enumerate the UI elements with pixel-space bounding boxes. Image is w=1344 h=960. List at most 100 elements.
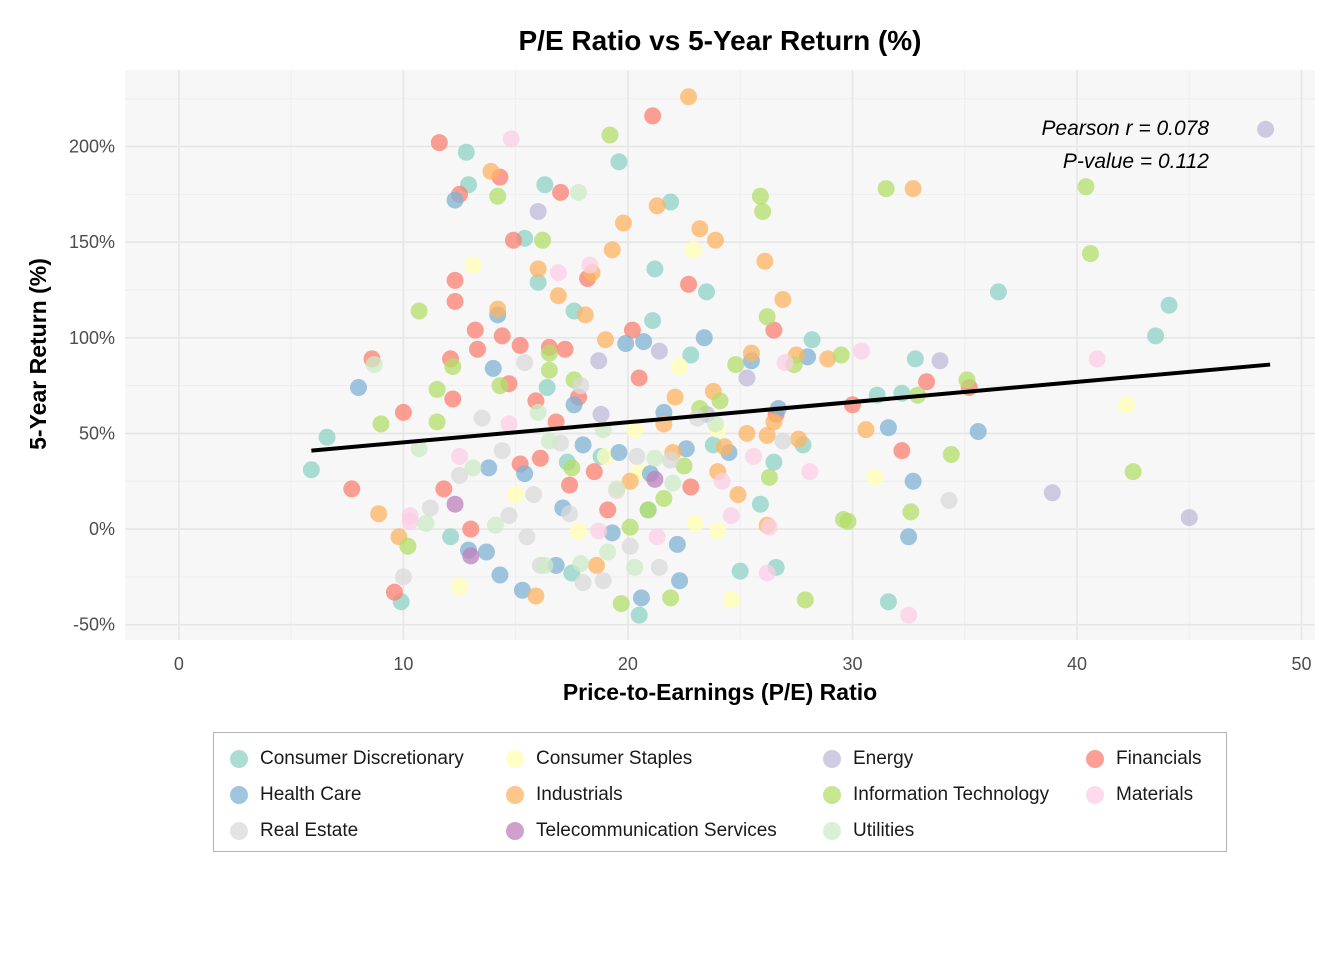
scatter-point [671, 572, 689, 590]
scatter-point [410, 302, 428, 320]
scatter-point [601, 126, 619, 144]
scatter-point [774, 432, 792, 450]
scatter-point [774, 291, 792, 309]
legend-item: Telecommunication Services [506, 819, 777, 843]
scatter-point [500, 415, 518, 433]
scatter-point [819, 350, 837, 368]
scatter-point [599, 501, 617, 519]
x-tick-label: 30 [842, 654, 862, 674]
scatter-point [565, 396, 583, 414]
scatter-point [906, 350, 924, 368]
scatter-point [446, 495, 464, 513]
scatter-point [1180, 509, 1198, 527]
scatter-point [464, 459, 482, 477]
scatter-point [399, 537, 417, 555]
scatter-point [570, 183, 588, 201]
scatter-point [832, 346, 850, 364]
scatter-point [942, 445, 960, 463]
legend-swatch [1086, 786, 1104, 804]
scatter-point [765, 453, 783, 471]
scatter-point [572, 554, 590, 572]
scatter-point [677, 440, 695, 458]
scatter-point [511, 336, 529, 354]
y-axis-title: 5-Year Return (%) [25, 258, 51, 450]
scatter-point [662, 451, 680, 469]
scatter-point [536, 556, 554, 574]
legend: Consumer Discretionary Consumer Staples En… [213, 732, 1227, 852]
scatter-point [628, 447, 646, 465]
data-points [302, 88, 1275, 624]
scatter-point [493, 442, 511, 460]
scatter-point [576, 306, 594, 324]
scatter-point [525, 486, 543, 504]
scatter-point [989, 283, 1007, 301]
scatter-point [561, 505, 579, 523]
scatter-point [592, 405, 610, 423]
scatter-point [540, 432, 558, 450]
scatter-point [790, 430, 808, 448]
legend-swatch [506, 786, 524, 804]
legend-swatch [823, 786, 841, 804]
scatter-point [536, 176, 554, 194]
legend-item: Health Care [230, 783, 361, 807]
legend-label: Real Estate [260, 820, 359, 841]
scatter-point [462, 520, 480, 538]
scatter-point [904, 180, 922, 198]
scatter-point [751, 187, 769, 205]
scatter-point [662, 589, 680, 607]
scatter-point [477, 543, 495, 561]
scatter-point [617, 335, 635, 353]
scatter-point [444, 390, 462, 408]
scatter-point [623, 321, 641, 339]
scatter-point [644, 312, 662, 330]
scatter-point [502, 130, 520, 148]
scatter-point [731, 562, 749, 580]
scatter-point [695, 329, 713, 347]
scatter-point [612, 595, 630, 613]
scatter-point [464, 256, 482, 274]
scatter-point [585, 463, 603, 481]
legend-item: Financials [1086, 747, 1202, 771]
scatter-point [655, 489, 673, 507]
scatter-point [621, 537, 639, 555]
scatter-point [518, 528, 536, 546]
y-tick-label: 100% [69, 328, 115, 348]
legend-swatch [506, 750, 524, 768]
scatter-point [758, 308, 776, 326]
scatter-point [682, 478, 700, 496]
scatter-point [664, 474, 682, 492]
scatter-point [760, 518, 778, 536]
scatter-point [686, 514, 704, 532]
scatter-point [302, 461, 320, 479]
scatter-point [516, 465, 534, 483]
scatter-point [547, 413, 565, 431]
scatter-point [866, 468, 884, 486]
scatter-point [563, 459, 581, 477]
scatter-point [803, 331, 821, 349]
scatter-point [879, 593, 897, 611]
y-tick-label: 50% [79, 423, 115, 443]
scatter-point [549, 264, 567, 282]
legend-label: Information Technology [853, 784, 1050, 805]
scatter-point [561, 476, 579, 494]
legend-item: Utilities [823, 819, 914, 843]
scatter-point [621, 518, 639, 536]
scatter-point [1081, 245, 1099, 263]
scatter-point [621, 472, 639, 490]
scatter-point [1088, 350, 1106, 368]
scatter-point [534, 231, 552, 249]
x-tick-labels: 0 10 20 30 40 50 [174, 654, 1312, 674]
scatter-point [646, 470, 664, 488]
scatter-point [491, 566, 509, 584]
pearson-annotation: Pearson r = 0.078 [1041, 117, 1209, 140]
scatter-point [1160, 296, 1178, 314]
trend-line [311, 362, 1271, 453]
scatter-point [473, 409, 491, 427]
scatter-point [493, 327, 511, 345]
scatter-point [385, 583, 403, 601]
legend-label: Consumer Discretionary [260, 748, 464, 769]
scatter-point [626, 558, 644, 576]
scatter-point [401, 512, 419, 530]
legend-swatch [506, 822, 524, 840]
